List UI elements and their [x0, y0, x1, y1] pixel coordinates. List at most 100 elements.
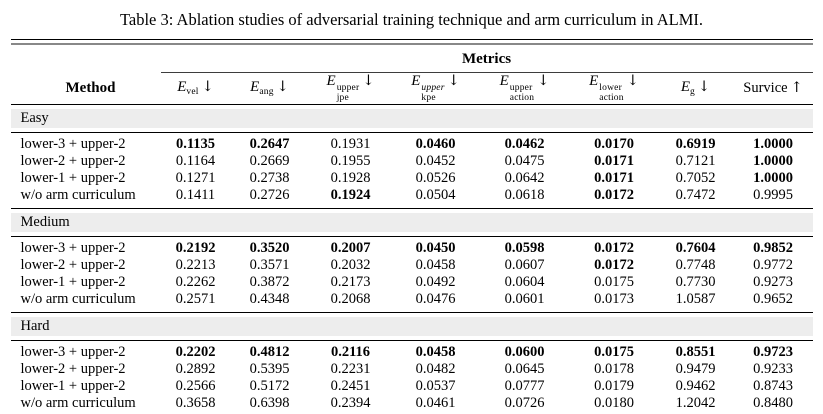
math-symbol: E — [680, 79, 691, 96]
subscript: action — [599, 93, 624, 104]
value-cell: 0.0175 — [594, 343, 634, 360]
value-cell: 0.0476 — [415, 290, 456, 307]
value-cell: 0.0526 — [415, 169, 456, 186]
method-cell: w/o arm curriculum — [20, 394, 136, 411]
value-cell: 0.0504 — [415, 186, 456, 203]
subscript: action — [509, 93, 535, 104]
value-cell: 0.7121 — [675, 152, 716, 169]
method-cell: lower-3 + upper-2 — [20, 135, 126, 152]
value-cell: 0.1928 — [330, 169, 371, 186]
value-cell: 0.2647 — [249, 135, 290, 152]
value-cell: 0.0178 — [594, 360, 634, 377]
value-cell: 0.9233 — [753, 360, 793, 377]
value-cell: 1.0000 — [753, 135, 793, 152]
value-cell: 0.2173 — [330, 273, 371, 290]
value-cell: 0.0173 — [594, 290, 634, 307]
value-cell: 0.7052 — [675, 169, 716, 186]
column-header: Evel ↓ — [161, 73, 231, 105]
table-row: lower-3 + upper-2 0.2202 0.4812 0.2116 0.045… — [11, 344, 813, 361]
table-caption: Table 3: Ablation studies of adversarial… — [119, 10, 704, 29]
metrics-group-row: Metrics — [11, 45, 813, 73]
value-cell: 0.0598 — [504, 239, 545, 256]
value-cell: 1.0000 — [753, 169, 793, 186]
down-arrow-icon: ↓ — [276, 79, 289, 96]
table-row: lower-1 + upper-2 0.2262 0.3872 0.2173 0.049… — [11, 274, 813, 291]
value-cell: 0.0458 — [415, 343, 456, 360]
value-cell: 0.0607 — [504, 256, 545, 273]
superscript: upper — [509, 83, 533, 93]
top-rule — [10, 39, 813, 45]
value-cell: 0.0642 — [504, 169, 545, 186]
table-row: lower-3 + upper-2 0.2192 0.3520 0.2007 0.045… — [11, 240, 813, 257]
value-cell: 0.9995 — [753, 186, 793, 203]
section-header: Easy — [10, 108, 813, 128]
value-cell: 0.0172 — [594, 186, 634, 203]
value-cell: 0.2032 — [330, 256, 371, 273]
value-cell: 0.0618 — [504, 186, 545, 203]
table-row: w/o arm curriculum 0.1411 0.2726 0.1924 0.05… — [11, 187, 813, 204]
down-arrow-icon: ↓ — [537, 73, 550, 89]
value-cell: 0.1164 — [175, 152, 216, 169]
value-cell: 0.2669 — [249, 152, 290, 169]
value-cell: 0.0600 — [504, 343, 545, 360]
value-cell: 0.2566 — [175, 377, 216, 394]
value-cell: 0.5395 — [249, 360, 290, 377]
value-cell: 0.3872 — [249, 273, 290, 290]
superscript: lower — [599, 83, 622, 93]
table-row: lower-2 + upper-2 0.2892 0.5395 0.2231 0.048… — [11, 361, 813, 378]
value-cell: 0.1271 — [175, 169, 216, 186]
value-cell: 0.1411 — [175, 186, 216, 203]
value-cell: 0.5172 — [249, 377, 290, 394]
up-arrow-icon: ↑ — [790, 79, 803, 96]
math-scripts: lower action — [599, 83, 623, 104]
value-cell: 0.2892 — [175, 360, 216, 377]
value-cell: 0.2451 — [330, 377, 371, 394]
method-cell: lower-1 + upper-2 — [20, 169, 126, 186]
math-symbol: E — [326, 73, 336, 89]
value-cell: 0.0645 — [504, 360, 545, 377]
value-cell: 0.9772 — [753, 256, 793, 273]
value-cell: 0.7748 — [675, 256, 716, 273]
value-cell: 1.0000 — [753, 152, 793, 169]
section-header: Hard — [10, 316, 813, 336]
value-cell: 0.9479 — [675, 360, 716, 377]
section-header: Medium — [10, 212, 813, 232]
value-cell: 0.2192 — [175, 239, 216, 256]
value-cell: 0.3571 — [249, 256, 290, 273]
method-cell: lower-3 + upper-2 — [20, 239, 126, 256]
table-body: Easy lower-3 + upper-2 0.1135 0.2647 0.1931 0… — [10, 103, 813, 414]
value-cell: 0.0492 — [415, 273, 456, 290]
table-row: w/o arm curriculum 0.2571 0.4348 0.2068 0.04… — [11, 291, 813, 308]
section-rule — [10, 311, 813, 313]
value-cell: 0.7472 — [675, 186, 716, 203]
value-cell: 0.0604 — [504, 273, 545, 290]
value-cell: 0.7730 — [675, 273, 716, 290]
value-cell: 0.0537 — [415, 377, 456, 394]
method-cell: w/o arm curriculum — [20, 290, 136, 307]
value-cell: 0.9852 — [753, 239, 793, 256]
math-symbol: E — [499, 73, 509, 89]
value-cell: 0.2116 — [330, 343, 371, 360]
section-rule — [10, 339, 813, 341]
metrics-group-header: Metrics — [160, 45, 813, 73]
value-cell: 0.0462 — [504, 135, 545, 152]
math-symbol: E — [177, 79, 187, 96]
superscript: upper — [336, 83, 360, 93]
down-arrow-icon: ↓ — [201, 79, 214, 96]
value-cell: 0.2738 — [249, 169, 290, 186]
table-row: lower-2 + upper-2 0.2213 0.3571 0.2032 0.045… — [11, 257, 813, 274]
value-cell: 0.8551 — [675, 343, 716, 360]
method-column-header: Method — [65, 79, 116, 96]
value-cell: 0.9462 — [675, 377, 716, 394]
down-arrow-icon: ↓ — [447, 73, 460, 89]
value-cell: 0.0475 — [504, 152, 545, 169]
value-cell: 0.4812 — [249, 343, 290, 360]
